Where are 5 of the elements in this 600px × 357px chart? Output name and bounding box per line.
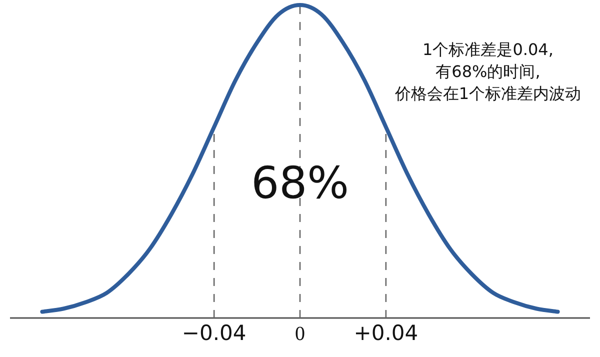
annotation: 68%	[251, 158, 349, 209]
x-tick-label: 0	[295, 323, 305, 345]
x-tick-label: +0.04	[354, 321, 418, 345]
x-tick-label: −0.04	[182, 321, 246, 345]
annotation: 1个标准差是0.04, 有68%的时间, 价格会在1个标准差内波动	[394, 40, 582, 103]
